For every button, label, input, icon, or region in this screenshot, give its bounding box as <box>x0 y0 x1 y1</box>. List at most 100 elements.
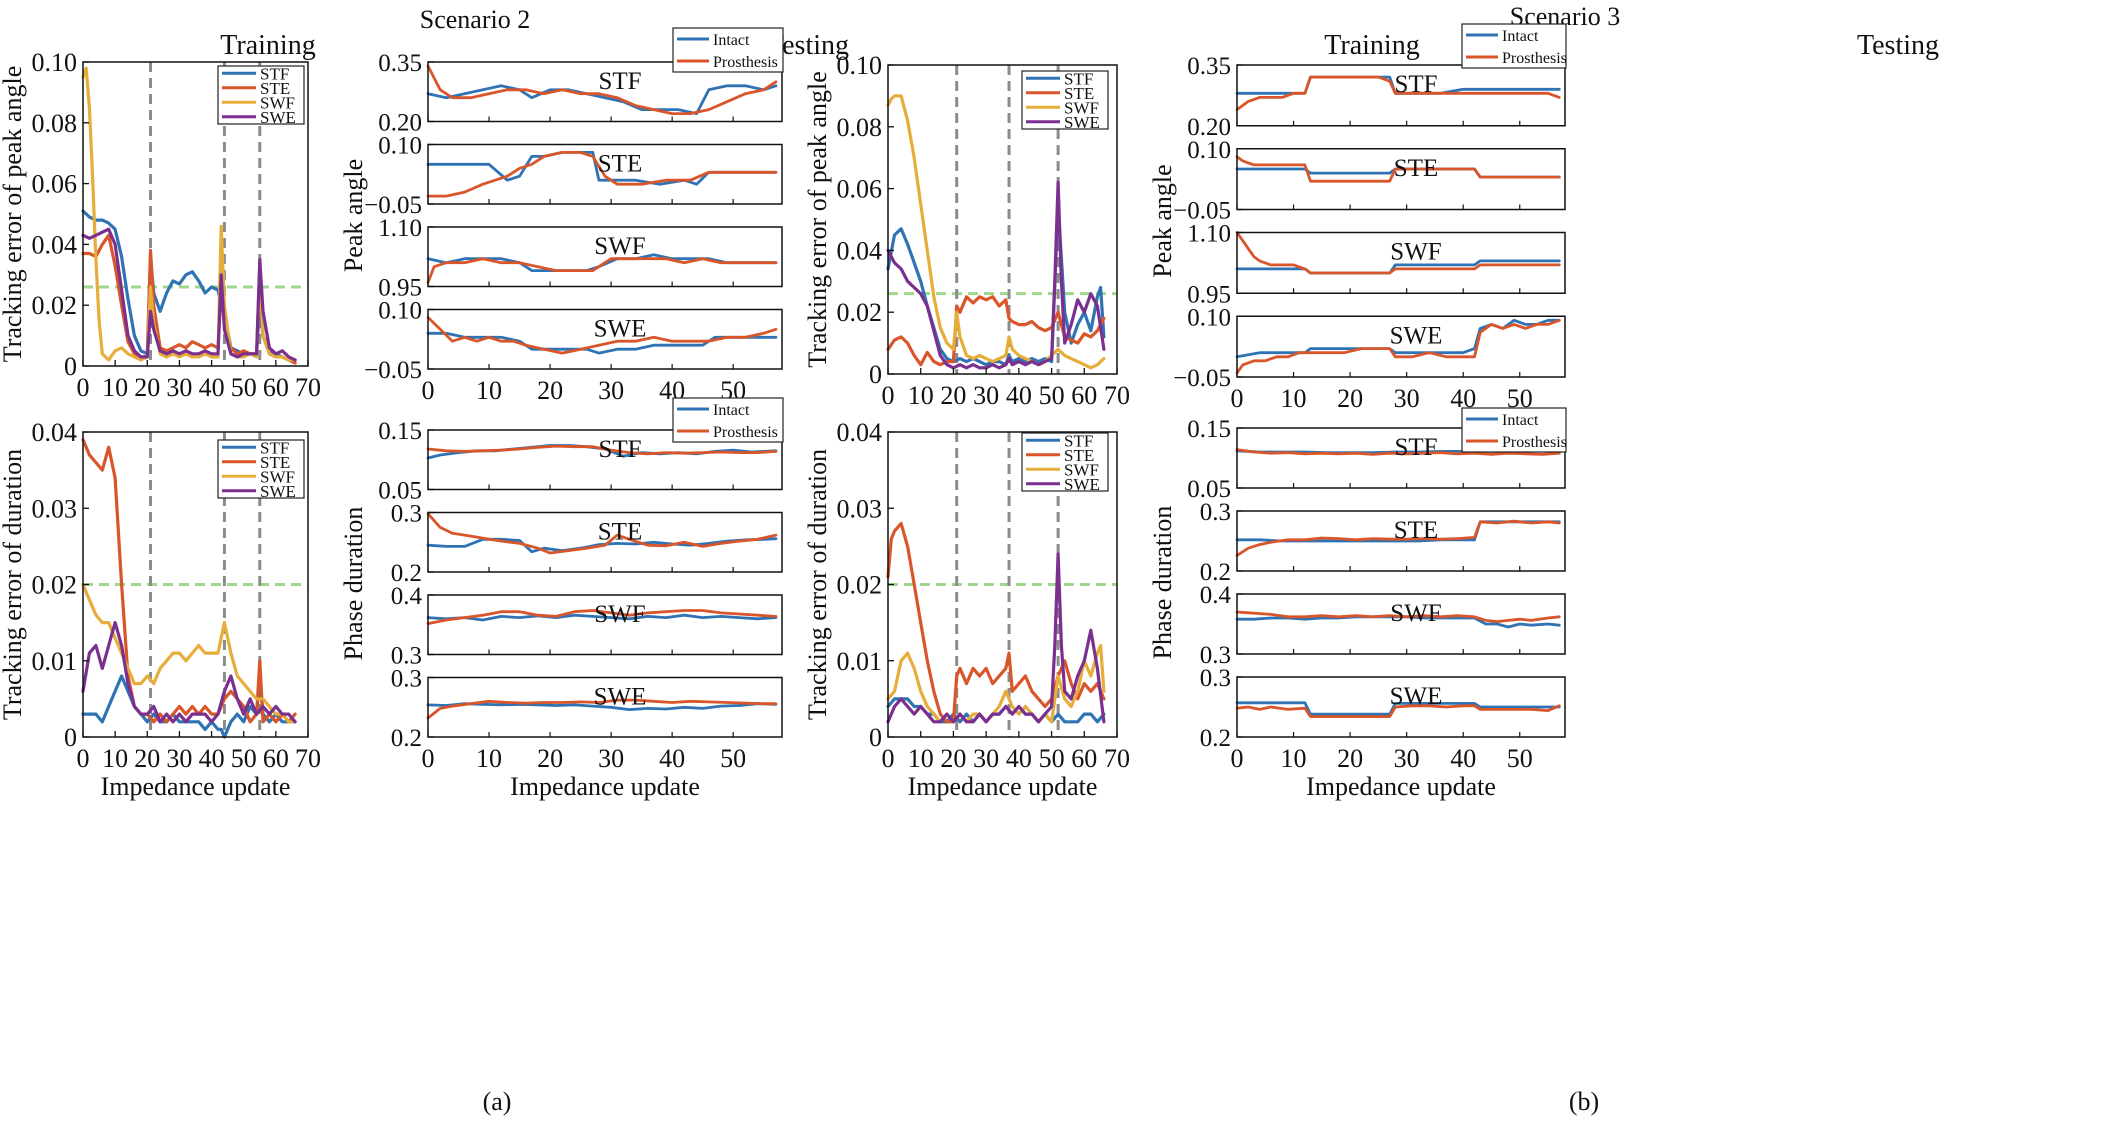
x-tick-label-a-train-peak-50: 50 <box>231 373 257 402</box>
series-line-b-train-dur-ste <box>886 521 1106 724</box>
x-tick-label-b-test-peak-0: 0 <box>1231 384 1244 413</box>
series-line-b-test-dur-ste-prosthesis <box>1235 519 1561 557</box>
y-tick-label-b-train-peak-0.10: 0.10 <box>837 51 883 80</box>
series-line-a-test-dur-swe-prosthesis <box>426 698 778 720</box>
subplot-title-a-test-peak-ste: STE <box>598 151 642 178</box>
y-tick-label-b-test-peak-swe-0.10: 0.10 <box>1187 304 1231 331</box>
legend-box-a-train-dur <box>217 439 305 499</box>
chart-a-train-dur: 0 10 20 30 40 50 60 70 0 0.01 0.02 0.03 0.04Tracking… <box>0 418 321 801</box>
axes-frame-a-test-dur-swf <box>427 594 783 656</box>
x-tick-label-a-train-dur-50: 50 <box>231 744 257 773</box>
subplot-title-b-test-peak-ste: STE <box>1394 155 1438 182</box>
legend-box-a-test-peak <box>672 27 784 73</box>
legend-label-b-test-dur-intact: Intact <box>1502 412 1539 429</box>
x-tick-label-a-train-dur-0: 0 <box>77 744 90 773</box>
y-tick-label-a-test-peak-swe-−0.05: −0.05 <box>364 357 422 384</box>
y-tick-label-b-test-dur-ste-0.2: 0.2 <box>1200 559 1231 586</box>
y-axis-label-a-train-peak: Tracking error of peak angle <box>0 66 27 363</box>
axes-frame-a-test-peak-swe <box>427 308 783 370</box>
y-tick-label-b-test-dur-swf-0.4: 0.4 <box>1200 582 1232 609</box>
subplot-a-test-peak-swe: SWE−0.050.100 10 20 30 40 50 <box>364 298 783 405</box>
subplot-title-b-test-dur-swe: SWE <box>1390 683 1443 710</box>
x-tick-label-b-train-peak-40: 40 <box>1006 381 1032 410</box>
series-line-b-train-peak-ste <box>886 295 1106 367</box>
axes-frame-b-test-dur-swe <box>1236 676 1566 738</box>
legend-box-a-test-dur <box>672 397 784 443</box>
y-tick-label-a-train-peak-0.02: 0.02 <box>32 291 78 320</box>
legend-label-a-test-dur-prosthesis: Prosthesis <box>713 424 778 441</box>
y-tick-label-b-train-dur-0: 0 <box>869 723 882 752</box>
subplot-title-b-test-dur-ste: STE <box>1394 517 1438 544</box>
subplot-title-a-test-peak-swf: SWF <box>594 233 645 260</box>
legend-box-a-train-peak <box>217 65 305 125</box>
x-tick-label-a-train-peak-60: 60 <box>263 373 289 402</box>
y-axis-label-b-test-dur: Phase duration <box>1148 506 1177 660</box>
series-line-a-test-peak-stf-prosthesis <box>426 64 778 115</box>
x-tick-label-b-test-peak-20: 20 <box>1337 384 1363 413</box>
y-tick-label-a-test-dur-swf-0.4: 0.4 <box>391 583 423 610</box>
x-tick-label-b-train-peak-30: 30 <box>973 381 999 410</box>
y-tick-label-b-train-dur-0.04: 0.04 <box>837 418 883 447</box>
series-line-a-test-dur-swf-prosthesis <box>426 609 778 625</box>
series-line-b-test-dur-swf-prosthesis <box>1235 610 1561 623</box>
subplot-b-test-peak-ste: STE −0.05 0.10 <box>1173 137 1566 225</box>
axes-frame-b-train-peak <box>887 64 1118 375</box>
subplot-title-a-test-dur-ste: STE <box>598 519 642 546</box>
x-axis-label-b-train-dur: Impedance update <box>908 772 1098 801</box>
series-line-b-train-peak-swf <box>886 94 1106 370</box>
series-line-b-train-dur-swf <box>886 643 1106 724</box>
y-tick-label-a-test-peak-stf-0.35: 0.35 <box>378 50 422 77</box>
x-tick-label-a-train-dur-30: 30 <box>166 744 192 773</box>
chart-b-test-peak: STF 0.20 0.35 STE −0.05 0.10 SWF 0.95 1.10 SWE −0.… <box>1148 23 1567 413</box>
y-tick-label-b-test-peak-ste-−0.05: −0.05 <box>1173 198 1231 225</box>
y-tick-label-b-test-dur-ste-0.3: 0.3 <box>1200 499 1231 526</box>
y-tick-label-b-test-peak-swe-−0.05: −0.05 <box>1173 365 1231 392</box>
subplot-title-a-test-dur-swf: SWF <box>594 601 645 628</box>
y-tick-label-b-train-peak-0.04: 0.04 <box>837 236 883 265</box>
x-tick-label-a-train-peak-70: 70 <box>295 373 321 402</box>
subplot-b-test-peak-swf: SWF 0.95 1.10 <box>1187 221 1566 308</box>
subplot-b-test-dur-swe: SWE 0.2 0.3 0 10 20 30 40 50 <box>1200 665 1566 773</box>
x-tick-label-b-train-dur-70: 70 <box>1104 744 1130 773</box>
legend-label-b-test-peak-intact: Intact <box>1502 28 1539 45</box>
series-line-b-train-dur-swe <box>886 552 1106 724</box>
subplot-a-test-peak-stf: STF 0.20 0.35 <box>378 50 783 137</box>
subplot-title-b-test-dur-stf: STF <box>1394 434 1437 461</box>
series-line-b-train-peak-swe <box>886 180 1106 370</box>
subplot-b-test-dur-swf: SWF 0.3 0.4 <box>1200 582 1566 669</box>
series-line-a-test-peak-stf-intact <box>426 84 778 115</box>
legend-label-b-train-peak-swe: SWE <box>1064 113 1100 132</box>
subplot-title-a-test-peak-swe: SWE <box>594 316 647 343</box>
subplot-a-test-peak-swf: SWF 0.95 1.10 <box>378 215 783 302</box>
legend-label-a-train-peak-swe: SWE <box>260 108 296 127</box>
y-tick-label-a-test-peak-stf-0.20: 0.20 <box>378 110 422 137</box>
chart-b-train-peak: 0 10 20 30 40 50 60 70 0 0.02 0.04 0.06 0.08 0.10Trac… <box>803 51 1130 410</box>
legend-label-b-train-peak-ste: STE <box>1064 84 1094 103</box>
y-tick-label-a-test-peak-swf-1.10: 1.10 <box>378 215 422 242</box>
series-line-b-test-dur-stf-prosthesis <box>1235 448 1561 456</box>
legend-label-a-test-dur-intact: Intact <box>713 402 750 419</box>
x-tick-label-b-test-dur-10: 10 <box>1281 744 1307 773</box>
y-tick-label-a-train-dur-0.02: 0.02 <box>32 571 78 600</box>
series-line-a-train-dur-swf <box>81 582 297 724</box>
subplot-title-a-test-dur-stf: STF <box>598 436 641 463</box>
y-tick-label-b-train-peak-0: 0 <box>869 360 882 389</box>
legend-label-a-train-dur-ste: STE <box>260 453 290 472</box>
scenario-3-testing-title: Testing <box>1857 30 1939 61</box>
y-tick-label-a-test-peak-swf-0.95: 0.95 <box>378 275 422 302</box>
x-tick-label-a-train-peak-30: 30 <box>166 373 192 402</box>
x-tick-label-a-test-dur-50: 50 <box>720 744 746 773</box>
y-tick-label-a-train-dur-0: 0 <box>64 723 77 752</box>
chart-a-test-peak: STF 0.20 0.35 STE −0.05 0.10 SWF 0.95 1.10 SWE −0.… <box>339 27 784 405</box>
x-tick-label-a-train-dur-60: 60 <box>263 744 289 773</box>
legend-label-a-train-peak-ste: STE <box>260 79 290 98</box>
y-tick-label-b-test-dur-swe-0.2: 0.2 <box>1200 725 1231 752</box>
chart-a-train-peak: 0 10 20 30 40 50 60 70 0 0.02 0.04 0.06 0.08 0.10Trac… <box>0 48 321 402</box>
legend-label-a-train-peak-stf: STF <box>260 64 289 83</box>
subplot-title-a-test-peak-stf: STF <box>598 68 641 95</box>
x-axis-label-a-test-dur: Impedance update <box>510 772 700 801</box>
x-tick-label-b-test-dur-30: 30 <box>1394 744 1420 773</box>
x-tick-label-a-test-dur-10: 10 <box>476 744 502 773</box>
legend-label-b-train-dur-stf: STF <box>1064 431 1093 450</box>
